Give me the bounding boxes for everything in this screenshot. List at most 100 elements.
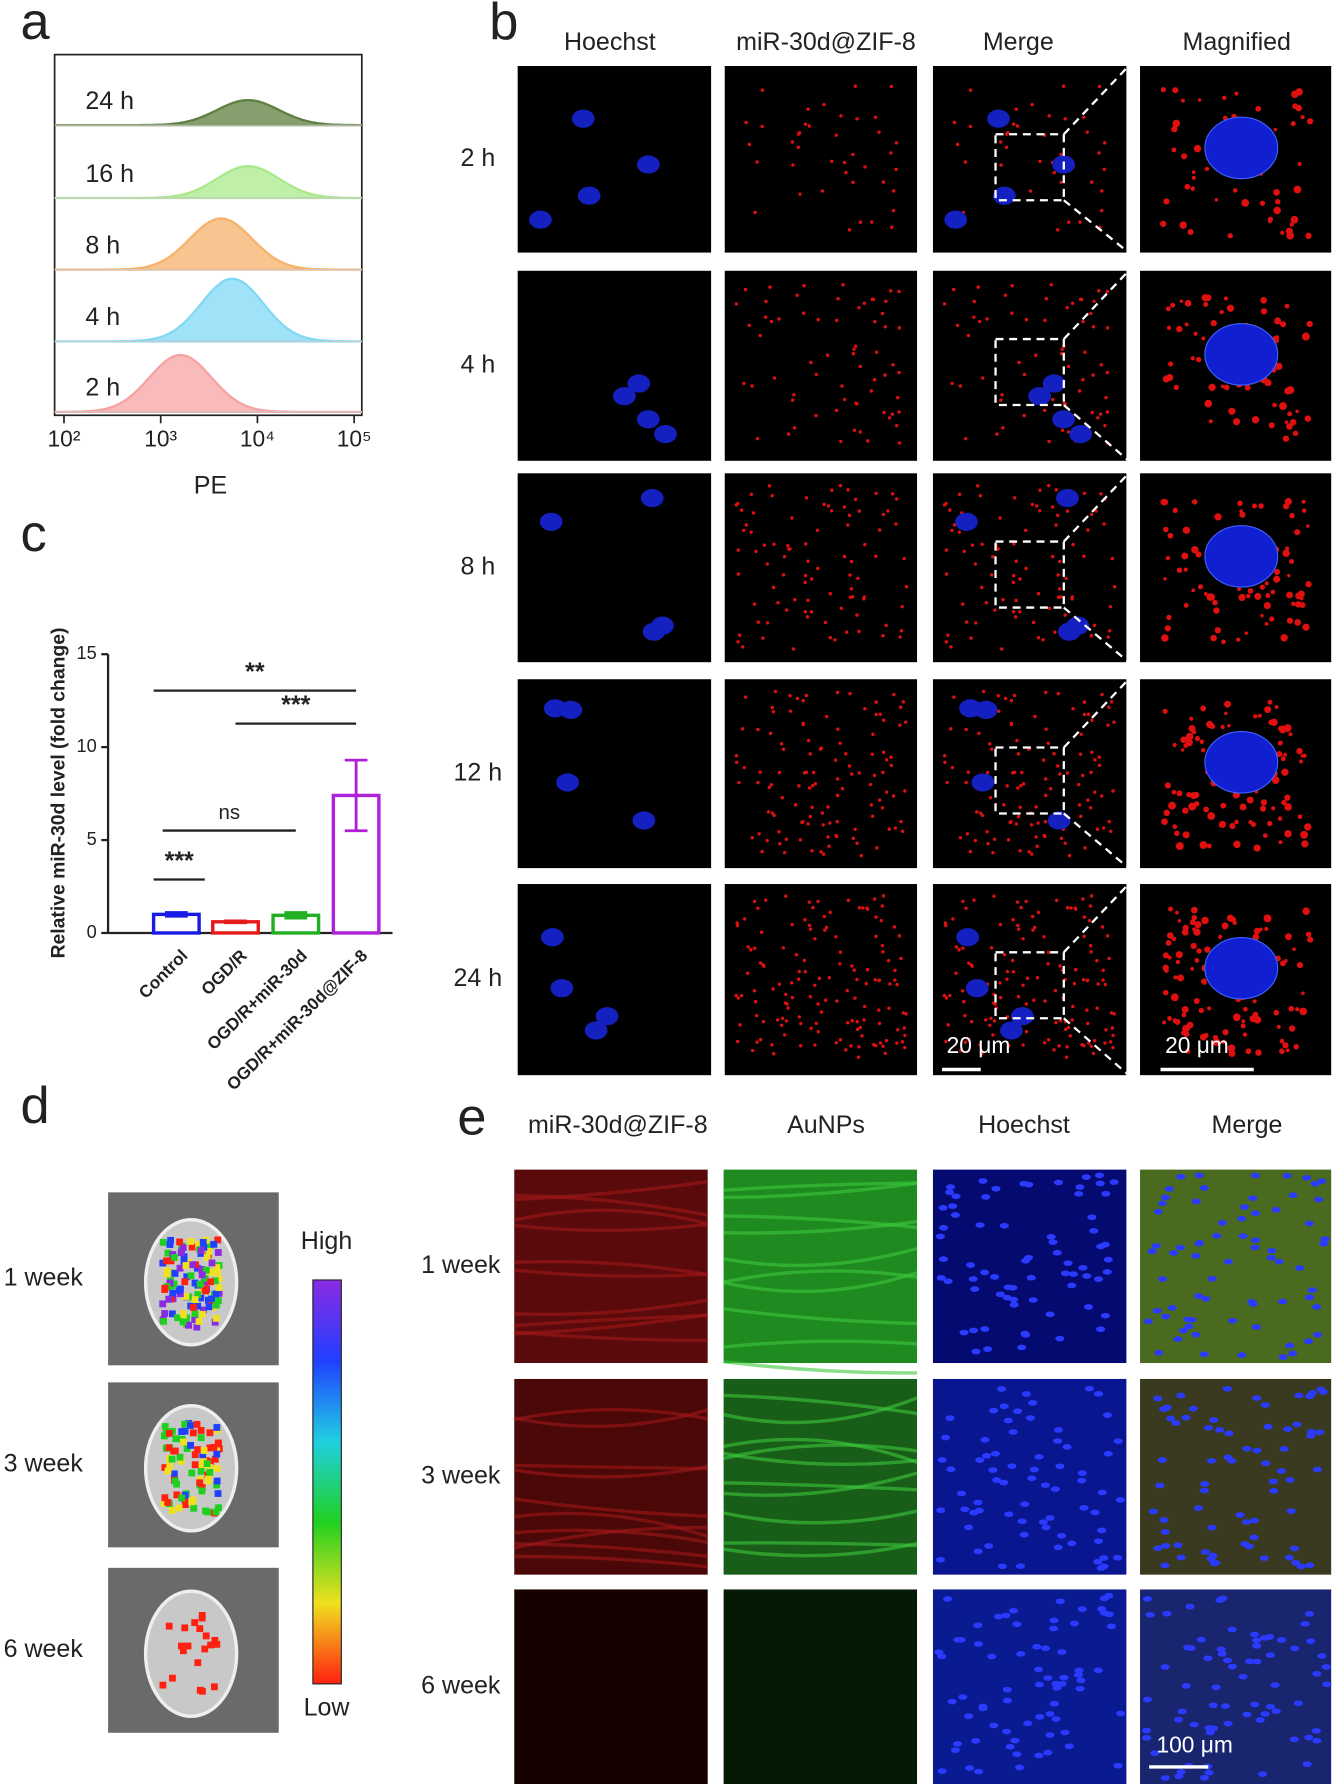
signal — [803, 580, 807, 585]
fiber — [723, 1443, 918, 1461]
signal — [879, 918, 883, 923]
signal — [958, 836, 963, 840]
heat — [191, 1619, 199, 1627]
signal — [1071, 707, 1075, 711]
nucleus — [1204, 731, 1279, 794]
nucleus — [1057, 1649, 1067, 1655]
signal — [899, 819, 903, 824]
signal — [1201, 294, 1209, 302]
signal — [1088, 806, 1093, 810]
nucleus — [1311, 1727, 1321, 1734]
signal — [968, 124, 973, 129]
heat — [169, 1289, 177, 1297]
signal — [810, 805, 814, 810]
signal — [1208, 383, 1216, 392]
nucleus — [529, 210, 552, 229]
heat — [212, 1290, 220, 1298]
heat — [214, 1297, 222, 1305]
fiber — [513, 1208, 709, 1226]
signal — [1109, 700, 1114, 704]
zoom-line — [1062, 65, 1130, 136]
signal — [1044, 690, 1048, 695]
micrograph — [517, 884, 712, 1076]
signal — [1257, 713, 1262, 718]
signal — [1223, 384, 1230, 391]
nucleus — [1164, 1186, 1174, 1192]
signal — [1024, 1029, 1029, 1034]
heat — [188, 1261, 196, 1269]
nucleus — [1191, 1252, 1201, 1259]
signal — [1280, 634, 1288, 642]
signal — [1013, 615, 1018, 619]
signal — [842, 397, 847, 402]
column-header: Hoechst — [564, 28, 656, 56]
signal — [1086, 1021, 1090, 1026]
signal — [794, 953, 799, 957]
signal — [835, 793, 840, 798]
signal — [839, 114, 843, 118]
heat — [168, 1455, 176, 1463]
signal — [1089, 894, 1094, 898]
signal — [752, 899, 757, 904]
track-label: 16 h — [85, 160, 134, 188]
signal — [1007, 1044, 1011, 1048]
signal — [1048, 786, 1053, 791]
signal — [856, 576, 860, 581]
heat — [198, 1487, 206, 1495]
signal — [1056, 573, 1060, 577]
signal — [880, 806, 885, 810]
nucleus — [1041, 1524, 1051, 1531]
signal — [874, 350, 879, 354]
nucleus — [1102, 1269, 1112, 1275]
signal — [1066, 1025, 1071, 1030]
heat — [205, 1303, 213, 1311]
nucleus — [1093, 1276, 1104, 1282]
signal — [738, 1023, 742, 1027]
nucleus — [1173, 1716, 1183, 1723]
signal — [810, 577, 814, 581]
nucleus — [1285, 1342, 1295, 1349]
nucleus — [1157, 1457, 1167, 1463]
signal — [1176, 790, 1183, 797]
signal — [1072, 981, 1077, 986]
nucleus — [632, 811, 656, 830]
nucleus — [1278, 1298, 1288, 1305]
signal — [1255, 1049, 1262, 1056]
micrograph — [724, 679, 918, 869]
heat — [194, 1659, 202, 1667]
nucleus — [1016, 1651, 1026, 1657]
signal — [1096, 982, 1100, 986]
signal — [1253, 714, 1258, 719]
signal — [1273, 189, 1280, 196]
signal — [1172, 742, 1177, 748]
nucleus — [1176, 1392, 1186, 1399]
signal — [1198, 1007, 1204, 1014]
nucleus — [1093, 1538, 1104, 1545]
signal — [806, 738, 811, 743]
signal — [1103, 1041, 1107, 1045]
heat — [188, 1498, 196, 1506]
signal — [1274, 317, 1282, 325]
signal — [761, 636, 765, 640]
nucleus — [1304, 1611, 1314, 1617]
nucleus — [946, 1466, 956, 1473]
signal — [964, 727, 968, 732]
signal — [825, 353, 830, 357]
y-tick-label: 0 — [87, 922, 97, 942]
heat — [164, 1249, 172, 1257]
signal — [842, 554, 847, 559]
nucleus — [996, 1386, 1007, 1392]
nucleus — [1100, 1241, 1110, 1248]
nucleus — [584, 1021, 608, 1040]
signal — [1227, 723, 1231, 728]
nucleus — [1199, 1487, 1209, 1494]
signal — [850, 964, 854, 968]
signal — [1190, 966, 1195, 971]
heat — [159, 1238, 167, 1246]
signal — [742, 528, 746, 533]
nucleus — [1043, 1675, 1053, 1681]
signal — [1182, 807, 1189, 814]
signal — [1043, 318, 1047, 323]
signal — [813, 782, 818, 786]
signal — [1286, 423, 1293, 430]
